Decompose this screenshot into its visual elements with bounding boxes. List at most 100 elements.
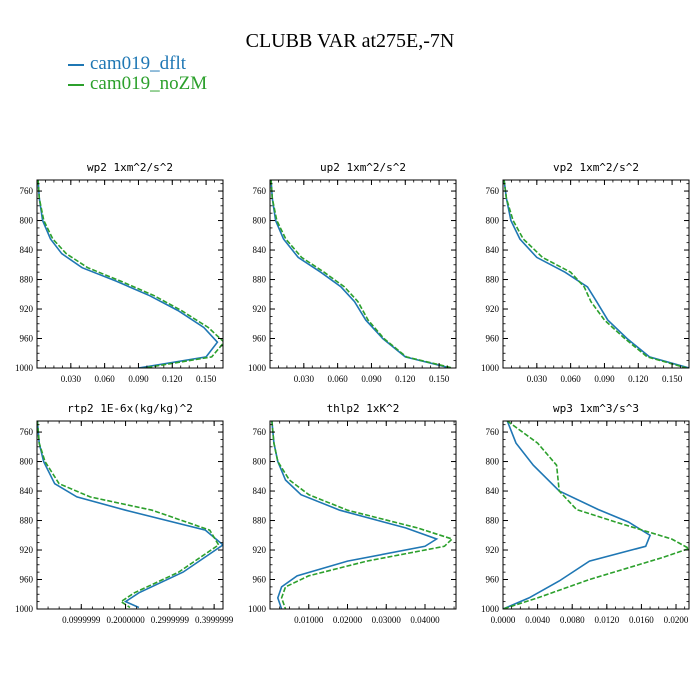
figure-title: CLUBB VAR at275E,-7N — [245, 30, 455, 52]
x-tick-label: 0.2000000 — [106, 615, 145, 625]
y-tick-label: 1000 — [15, 363, 34, 373]
x-tick-label: 0.120 — [628, 374, 649, 384]
series-line-dflt — [37, 421, 223, 609]
plot-frame — [502, 420, 690, 610]
series-line-noZM — [270, 180, 453, 368]
series-line-noZM — [503, 421, 689, 609]
y-tick-label: 760 — [253, 427, 267, 437]
legend-item-dflt: cam019_dflt — [68, 54, 186, 74]
y-tick-label: 880 — [486, 516, 500, 526]
y-tick-label: 800 — [20, 457, 34, 467]
x-tick-label: 0.0200 — [664, 615, 689, 625]
series-line-dflt — [37, 180, 219, 368]
x-tick-label: 0.2999999 — [151, 615, 190, 625]
x-tick-label: 0.030 — [294, 374, 315, 384]
panel-6: wp3 1xm^3/s^3 760 800 840 880 920 960 10000.000… — [481, 402, 690, 625]
y-tick-label: 920 — [20, 545, 34, 555]
legend-swatch-noZM — [68, 83, 84, 86]
x-tick-label: 0.0999999 — [62, 615, 101, 625]
x-tick-label: 0.04000 — [410, 615, 440, 625]
y-tick-label: 760 — [486, 186, 500, 196]
y-tick-label: 840 — [486, 245, 500, 255]
x-tick-label: 0.0160 — [629, 615, 654, 625]
legend-label-noZM: cam019_noZM — [90, 73, 208, 94]
y-tick-label: 960 — [253, 334, 267, 344]
y-tick-label: 1000 — [15, 604, 34, 614]
series-line-dflt — [503, 421, 652, 609]
y-tick-label: 880 — [20, 275, 34, 285]
y-tick-label: 760 — [20, 427, 34, 437]
x-tick-label: 0.02000 — [333, 615, 363, 625]
x-tick-label: 0.150 — [429, 374, 450, 384]
y-tick-label: 760 — [486, 427, 500, 437]
series-line-dflt — [503, 180, 689, 368]
y-tick-label: 880 — [20, 516, 34, 526]
x-tick-label: 0.090 — [128, 374, 149, 384]
y-tick-label: 920 — [486, 304, 500, 314]
x-tick-label: 0.0000 — [491, 615, 516, 625]
y-tick-label: 800 — [486, 216, 500, 226]
panel-title: wp2 1xm^2/s^2 — [87, 161, 173, 174]
panel-title: thlp2 1xK^2 — [327, 402, 400, 415]
x-tick-label: 0.090 — [594, 374, 615, 384]
panel-title: vp2 1xm^2/s^2 — [553, 161, 639, 174]
y-tick-label: 880 — [253, 275, 267, 285]
y-tick-label: 1000 — [481, 604, 500, 614]
x-tick-label: 0.060 — [561, 374, 582, 384]
panel-title: wp3 1xm^3/s^3 — [553, 402, 639, 415]
x-tick-label: 0.0040 — [525, 615, 550, 625]
y-tick-label: 960 — [20, 334, 34, 344]
y-tick-label: 840 — [20, 486, 34, 496]
panel-3: vp2 1xm^2/s^2 760 800 840 880 920 960 1000 0.030… — [481, 161, 690, 384]
x-tick-label: 0.060 — [328, 374, 349, 384]
x-tick-label: 0.030 — [61, 374, 82, 384]
plot-frame — [502, 179, 690, 369]
y-tick-label: 760 — [253, 186, 267, 196]
plot-frame — [269, 420, 457, 610]
panel-5: thlp2 1xK^2 760 800 840 880 920 960 1000 0.01000… — [248, 402, 457, 625]
panel-4: rtp2 1E-6x(kg/kg)^2 760 800 840 880 920 960 100… — [15, 402, 234, 625]
y-tick-label: 800 — [20, 216, 34, 226]
y-tick-label: 840 — [253, 245, 267, 255]
plot-frame — [36, 179, 224, 369]
x-tick-label: 0.3999999 — [195, 615, 234, 625]
series-line-dflt — [270, 180, 451, 368]
x-tick-label: 0.030 — [527, 374, 548, 384]
y-tick-label: 840 — [253, 486, 267, 496]
x-tick-label: 0.120 — [395, 374, 416, 384]
y-tick-label: 760 — [20, 186, 34, 196]
y-tick-label: 1000 — [248, 363, 267, 373]
y-tick-label: 920 — [486, 545, 500, 555]
x-tick-label: 0.150 — [196, 374, 217, 384]
x-tick-label: 0.120 — [162, 374, 183, 384]
x-tick-label: 0.060 — [95, 374, 116, 384]
legend-item-noZM: cam019_noZM — [68, 74, 207, 94]
x-tick-label: 0.01000 — [294, 615, 324, 625]
y-tick-label: 960 — [486, 575, 500, 585]
series-line-noZM — [37, 180, 223, 368]
legend-swatch-dflt — [68, 63, 84, 66]
y-tick-label: 960 — [20, 575, 34, 585]
x-tick-label: 0.150 — [662, 374, 683, 384]
series-line-noZM — [271, 421, 454, 609]
x-tick-label: 0.0120 — [594, 615, 619, 625]
x-tick-label: 0.0080 — [560, 615, 585, 625]
y-tick-label: 800 — [486, 457, 500, 467]
y-tick-label: 1000 — [481, 363, 500, 373]
panel-2: up2 1xm^2/s^2 760 800 840 880 920 960 1000 0.030… — [248, 161, 457, 384]
legend-label-dflt: cam019_dflt — [90, 53, 187, 74]
y-tick-label: 800 — [253, 216, 267, 226]
y-tick-label: 920 — [253, 545, 267, 555]
y-tick-label: 840 — [20, 245, 34, 255]
y-tick-label: 960 — [486, 334, 500, 344]
y-tick-label: 920 — [253, 304, 267, 314]
panel-1: wp2 1xm^2/s^2 760 800 840 880 920 960 1000 0.030… — [15, 161, 224, 384]
y-tick-label: 840 — [486, 486, 500, 496]
panel-title: rtp2 1E-6x(kg/kg)^2 — [67, 402, 193, 415]
y-tick-label: 880 — [486, 275, 500, 285]
plot-frame — [36, 420, 224, 610]
y-tick-label: 800 — [253, 457, 267, 467]
series-line-noZM — [37, 421, 220, 609]
panel-title: up2 1xm^2/s^2 — [320, 161, 406, 174]
